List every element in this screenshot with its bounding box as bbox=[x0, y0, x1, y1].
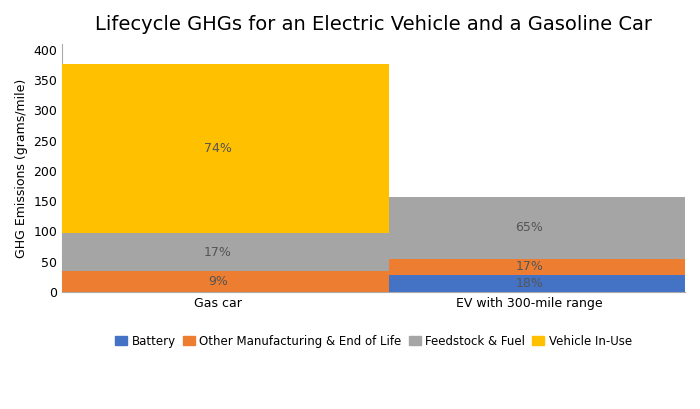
Text: 9%: 9% bbox=[208, 275, 228, 288]
Bar bbox=[47, 272, 389, 292]
Text: 17%: 17% bbox=[515, 261, 543, 273]
Text: 17%: 17% bbox=[204, 245, 232, 258]
Y-axis label: GHG Emissions (grams/mile): GHG Emissions (grams/mile) bbox=[15, 78, 28, 258]
Bar bbox=[358, 197, 700, 259]
Bar bbox=[47, 65, 389, 233]
Text: 65%: 65% bbox=[515, 221, 543, 234]
Title: Lifecycle GHGs for an Electric Vehicle and a Gasoline Car: Lifecycle GHGs for an Electric Vehicle a… bbox=[95, 15, 652, 34]
Text: 74%: 74% bbox=[204, 142, 232, 155]
Bar bbox=[358, 259, 700, 275]
Bar bbox=[358, 275, 700, 292]
Bar bbox=[47, 233, 389, 272]
Text: 18%: 18% bbox=[515, 277, 543, 290]
Legend: Battery, Other Manufacturing & End of Life, Feedstock & Fuel, Vehicle In-Use: Battery, Other Manufacturing & End of Li… bbox=[111, 330, 637, 353]
